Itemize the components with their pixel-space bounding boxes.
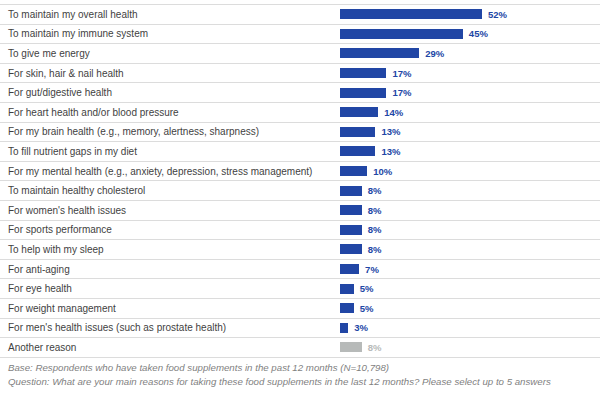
bar xyxy=(340,29,463,39)
value-label: 17% xyxy=(392,87,411,98)
value-label: 5% xyxy=(360,303,374,314)
value-label: 8% xyxy=(368,205,382,216)
chart-row: For my mental health (e.g., anxiety, dep… xyxy=(0,162,600,182)
chart-row: For gut/digestive health 17% xyxy=(0,83,600,103)
bar-zone: 8% xyxy=(340,221,382,240)
bar-zone: 13% xyxy=(340,142,401,161)
supplement-reasons-chart: To maintain my overall health52%To maint… xyxy=(0,0,600,401)
bar-chart: To maintain my overall health52%To maint… xyxy=(0,4,600,358)
bar-zone: 8% xyxy=(340,240,382,259)
category-label: To help with my sleep xyxy=(8,240,104,259)
chart-row: For men's health issues (such as prostat… xyxy=(0,319,600,339)
chart-row: For eye health 5% xyxy=(0,279,600,299)
chart-row: To maintain my immune system 45% xyxy=(0,25,600,45)
value-label: 8% xyxy=(368,244,382,255)
value-label: 13% xyxy=(381,146,400,157)
bar xyxy=(340,166,367,176)
chart-row: For sports performance 8% xyxy=(0,221,600,241)
bar xyxy=(340,225,362,235)
category-label: For gut/digestive health xyxy=(8,83,112,102)
category-label: For eye health xyxy=(8,279,72,298)
category-label: Another reason xyxy=(8,338,76,357)
bar-zone: 10% xyxy=(340,162,392,181)
category-label: For my brain health (e.g., memory, alert… xyxy=(8,123,259,142)
value-label: 10% xyxy=(373,166,392,177)
value-label: 45% xyxy=(469,28,488,39)
category-label: For anti-aging xyxy=(8,260,70,279)
category-label: For weight management xyxy=(8,299,116,318)
bar-zone: 14% xyxy=(340,103,403,122)
bar xyxy=(340,205,362,215)
bar xyxy=(340,107,378,117)
category-label: For men's health issues (such as prostat… xyxy=(8,319,226,338)
category-label: For heart health and/or blood pressure xyxy=(8,103,179,122)
value-label: 17% xyxy=(392,68,411,79)
category-label: To maintain healthy cholesterol xyxy=(8,181,145,200)
bar-zone: 13% xyxy=(340,123,401,142)
chart-row: To help with my sleep 8% xyxy=(0,240,600,260)
chart-row: For anti-aging 7% xyxy=(0,260,600,280)
bar-zone: 5% xyxy=(340,299,373,318)
bar xyxy=(340,284,354,294)
bar-zone: 29% xyxy=(340,44,444,63)
category-label: To maintain my overall health xyxy=(8,5,138,24)
bar xyxy=(340,264,359,274)
category-label: For my mental health (e.g., anxiety, dep… xyxy=(8,162,312,181)
bar xyxy=(340,68,386,78)
bar xyxy=(340,146,375,156)
value-label: 8% xyxy=(368,342,382,353)
bar-zone: 5% xyxy=(340,279,373,298)
bar-zone: 7% xyxy=(340,260,379,279)
value-label: 13% xyxy=(381,126,400,137)
bar-zone: 3% xyxy=(340,319,368,338)
value-label: 5% xyxy=(360,283,374,294)
value-label: 8% xyxy=(368,224,382,235)
category-label: For women's health issues xyxy=(8,201,126,220)
bar xyxy=(340,342,362,352)
chart-row: To maintain healthy cholesterol 8% xyxy=(0,181,600,201)
chart-row: To maintain my overall health 52% xyxy=(0,4,600,25)
bar-zone: 17% xyxy=(340,83,411,102)
bar xyxy=(340,323,348,333)
bar xyxy=(340,88,386,98)
value-label: 7% xyxy=(365,264,379,275)
bar xyxy=(340,303,354,313)
category-label: To maintain my immune system xyxy=(8,25,148,44)
bar-zone: 8% xyxy=(340,201,382,220)
bar xyxy=(340,127,375,137)
chart-row: To fill nutrient gaps in my diet 13% xyxy=(0,142,600,162)
bar-zone: 52% xyxy=(340,5,507,24)
chart-row: For heart health and/or blood pressure 14… xyxy=(0,103,600,123)
bar xyxy=(340,48,419,58)
bar-zone: 45% xyxy=(340,25,488,44)
chart-row: For weight management 5% xyxy=(0,299,600,319)
bar xyxy=(340,244,362,254)
value-label: 8% xyxy=(368,185,382,196)
chart-row: For women's health issues 8% xyxy=(0,201,600,221)
value-label: 29% xyxy=(425,48,444,59)
bar-zone: 8% xyxy=(340,181,382,200)
value-label: 52% xyxy=(488,9,507,20)
question-note: Question: What are your main reasons for… xyxy=(8,375,592,389)
category-label: To give me energy xyxy=(8,44,90,63)
value-label: 3% xyxy=(354,322,368,333)
bar xyxy=(340,9,482,19)
category-label: To fill nutrient gaps in my diet xyxy=(8,142,137,161)
chart-row: For my brain health (e.g., memory, alert… xyxy=(0,123,600,143)
value-label: 14% xyxy=(384,107,403,118)
chart-row: For skin, hair & nail health 17% xyxy=(0,64,600,84)
chart-row: To give me energy 29% xyxy=(0,44,600,64)
bar-zone: 8% xyxy=(340,338,382,357)
chart-footnote: Base: Respondents who have taken food su… xyxy=(8,361,592,389)
base-note: Base: Respondents who have taken food su… xyxy=(8,361,592,375)
bar xyxy=(340,186,362,196)
bar-zone: 17% xyxy=(340,64,411,83)
chart-row: Another reason 8% xyxy=(0,338,600,358)
category-label: For sports performance xyxy=(8,221,112,240)
category-label: For skin, hair & nail health xyxy=(8,64,124,83)
